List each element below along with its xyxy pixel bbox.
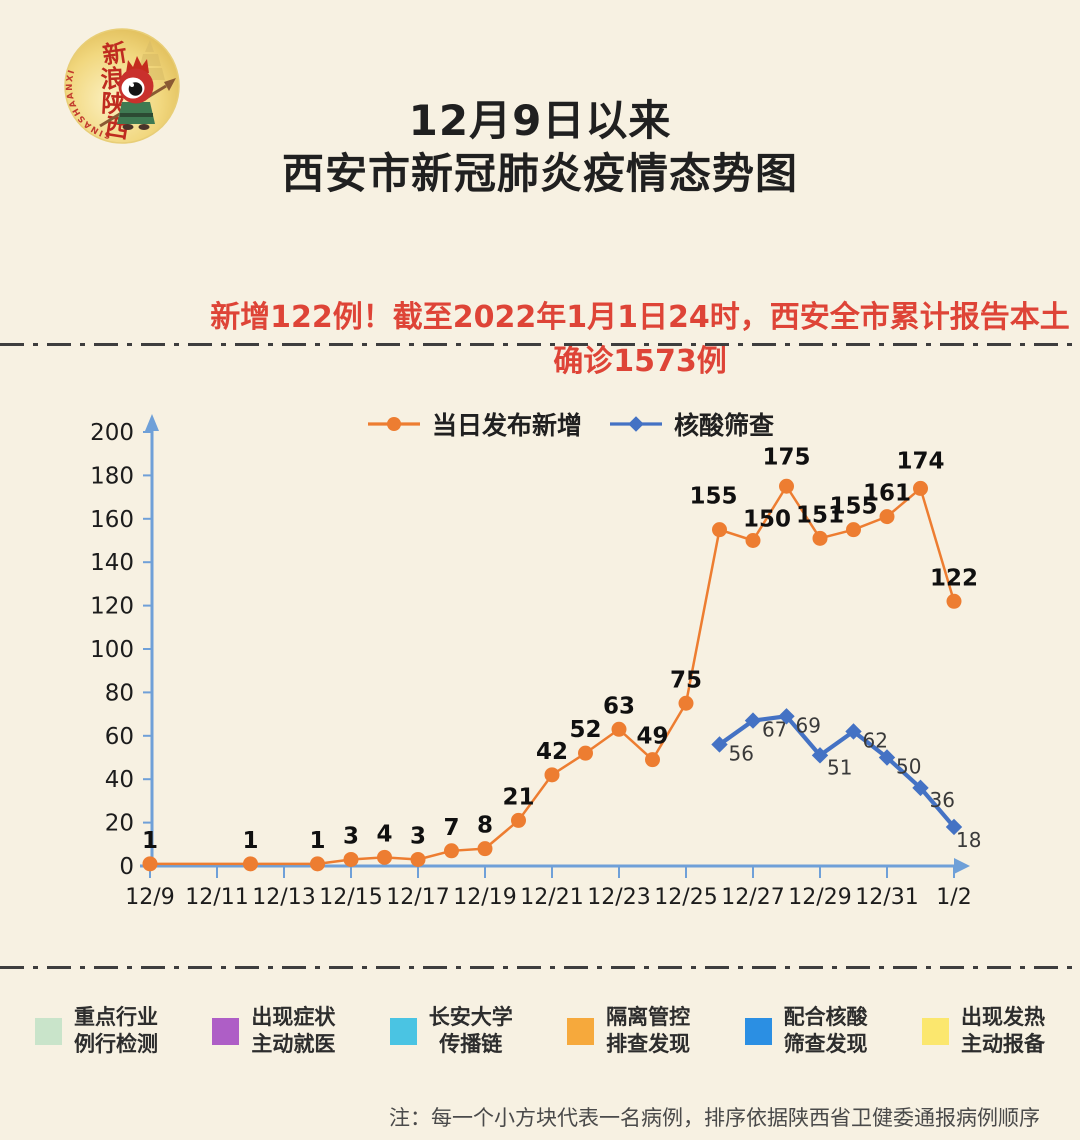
svg-text:0: 0 (119, 854, 134, 880)
svg-text:62: 62 (863, 728, 888, 752)
case-legend-label: 配合核酸 筛查发现 (783, 1005, 868, 1056)
svg-text:1: 1 (309, 828, 325, 854)
svg-text:50: 50 (896, 755, 921, 779)
svg-text:180: 180 (90, 463, 134, 489)
legend-label-new-cases: 当日发布新增 (431, 411, 582, 440)
title-block: 12月9日以来 西安市新冠肺炎疫情态势图 (0, 94, 1080, 200)
svg-text:1: 1 (242, 828, 258, 854)
case-legend-label: 重点行业 例行检测 (74, 1005, 158, 1056)
svg-text:51: 51 (827, 755, 852, 779)
case-color-swatch (744, 1017, 772, 1045)
svg-text:150: 150 (743, 507, 791, 533)
case-legend-item: 配合核酸 筛查发现 (744, 1004, 868, 1058)
svg-text:1: 1 (142, 828, 158, 854)
case-color-swatch (35, 1017, 62, 1045)
svg-text:12/17: 12/17 (386, 885, 449, 910)
sina-shaanxi-logo-icon: SINASHAANXI 新 浪 陕 西 (64, 28, 180, 144)
case-legend-item: 隔离管控 排查发现 (567, 1004, 690, 1058)
svg-text:20: 20 (105, 811, 134, 837)
svg-text:36: 36 (930, 788, 955, 812)
svg-text:161: 161 (863, 481, 911, 507)
svg-text:12/15: 12/15 (319, 885, 382, 910)
dashed-divider-bottom (0, 966, 1080, 969)
legend-label-nat-screening: 核酸筛查 (674, 411, 775, 440)
svg-text:155: 155 (829, 494, 877, 520)
svg-text:160: 160 (90, 507, 134, 533)
sina-shaanxi-logo: SINASHAANXI 新 浪 陕 西 (64, 28, 180, 144)
svg-text:12/23: 12/23 (587, 885, 650, 910)
legend-item-new-cases: 当日发布新增 (366, 406, 582, 442)
svg-text:12/13: 12/13 (252, 885, 315, 910)
svg-text:4: 4 (376, 821, 392, 847)
case-source-legend: 重点行业 例行检测 出现症状 主动就医 长安大学 传播链 隔离管控 排查发现 配合核酸 筛查发现 出… (35, 1004, 1045, 1058)
footnote: 注：每一个小方块代表一名病例，排序依据陕西省卫健委通报病例顺序 (389, 1106, 1040, 1130)
svg-text:1/2: 1/2 (936, 885, 971, 910)
svg-text:12/25: 12/25 (654, 885, 717, 910)
case-color-swatch (921, 1017, 949, 1045)
svg-text:18: 18 (956, 828, 981, 852)
case-legend-label: 长安大学 传播链 (428, 1005, 513, 1056)
svg-text:8: 8 (477, 813, 493, 839)
summary-banner: 新增122例！截至2022年1月1日24时，西安全市累计报告本土确诊1573例 (210, 300, 1070, 379)
case-color-swatch (389, 1017, 417, 1045)
case-legend-label: 隔离管控 排查发现 (606, 1005, 691, 1056)
svg-text:67: 67 (762, 718, 787, 742)
orange-line-circle-marker-icon (366, 410, 422, 439)
svg-text:40: 40 (105, 767, 134, 793)
svg-text:12/11: 12/11 (185, 885, 248, 910)
svg-text:63: 63 (603, 693, 635, 719)
case-legend-label: 出现症状 主动就医 (251, 1005, 336, 1056)
svg-text:12/29: 12/29 (788, 885, 851, 910)
dashed-divider-top (0, 343, 1080, 346)
svg-text:151: 151 (796, 502, 844, 528)
case-color-swatch (567, 1017, 595, 1045)
svg-text:42: 42 (536, 739, 568, 765)
svg-text:155: 155 (689, 484, 737, 510)
svg-text:新: 新 (101, 38, 129, 69)
svg-text:12/27: 12/27 (721, 885, 784, 910)
svg-text:3: 3 (343, 823, 359, 849)
svg-text:12/31: 12/31 (855, 885, 918, 910)
svg-text:75: 75 (670, 667, 702, 693)
chart-series-legend: 当日发布新增 核酸筛查 (30, 406, 1080, 442)
case-legend-item: 出现发热 主动报备 (921, 1004, 1045, 1058)
blue-line-diamond-marker-icon (608, 410, 664, 439)
svg-text:12/19: 12/19 (453, 885, 516, 910)
svg-text:175: 175 (762, 444, 810, 470)
case-color-swatch (212, 1017, 240, 1045)
svg-text:100: 100 (90, 637, 134, 663)
svg-text:21: 21 (502, 784, 534, 810)
svg-text:12/21: 12/21 (520, 885, 583, 910)
case-legend-item: 重点行业 例行检测 (35, 1004, 158, 1058)
svg-text:60: 60 (105, 724, 134, 750)
svg-text:120: 120 (90, 594, 134, 620)
svg-text:3: 3 (410, 823, 426, 849)
svg-text:122: 122 (930, 565, 978, 591)
page-title-line1: 12月9日以来 (408, 96, 672, 145)
svg-text:80: 80 (105, 680, 134, 706)
svg-text:12/9: 12/9 (125, 885, 174, 910)
legend-item-nat-screening: 核酸筛查 (608, 406, 774, 442)
svg-text:52: 52 (569, 717, 601, 743)
svg-text:7: 7 (443, 815, 459, 841)
svg-text:140: 140 (90, 550, 134, 576)
svg-text:69: 69 (796, 713, 821, 737)
case-legend-item: 出现症状 主动就医 (212, 1004, 335, 1058)
mascot-eye-warrior-icon (99, 56, 176, 130)
case-legend-item: 长安大学 传播链 (389, 1004, 513, 1058)
svg-text:49: 49 (636, 724, 668, 750)
svg-text:56: 56 (729, 741, 754, 765)
svg-text:174: 174 (896, 448, 944, 474)
case-legend-label: 出现发热 主动报备 (960, 1005, 1045, 1056)
svg-text:200: 200 (90, 420, 134, 446)
page-title-line2: 西安市新冠肺炎疫情态势图 (281, 149, 798, 198)
